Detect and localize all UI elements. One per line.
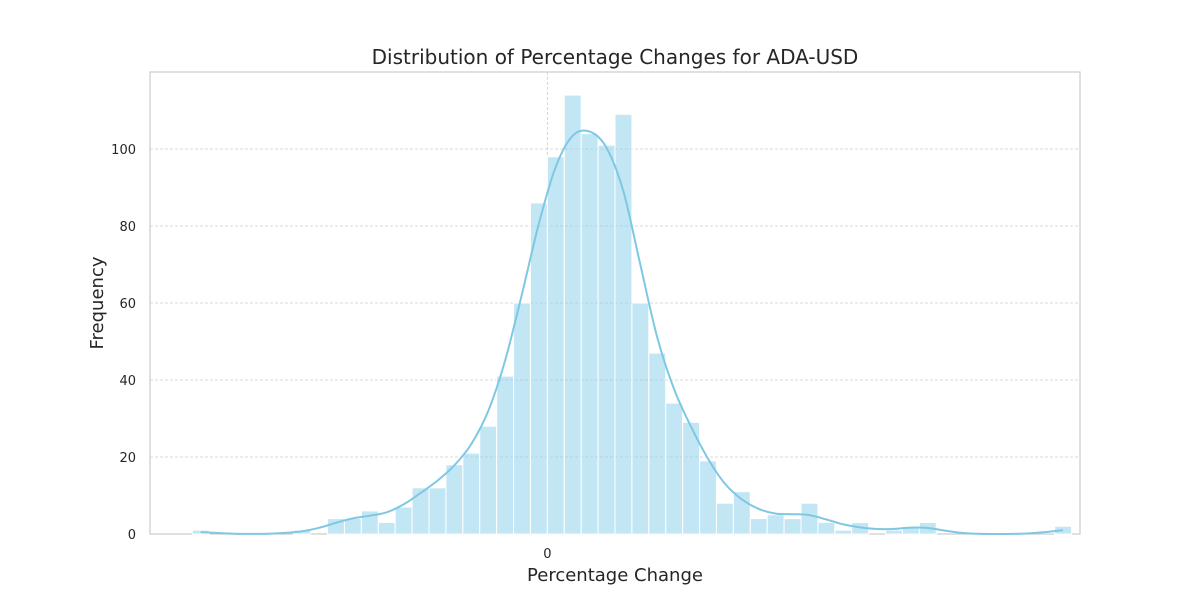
- histogram-bar: [766, 514, 785, 535]
- histogram-bar: [834, 529, 853, 535]
- histogram-bar: [563, 94, 582, 535]
- histogram-bar: [377, 521, 396, 535]
- x-axis-label: Percentage Change: [527, 565, 703, 586]
- histogram-bar: [614, 113, 633, 535]
- x-tick-label: 0: [543, 547, 551, 562]
- histogram-bar: [546, 156, 565, 535]
- y-axis-ticks: 0 20 40 60 80 100: [111, 143, 136, 543]
- histogram-bar: [343, 518, 362, 535]
- y-tick-label: 20: [119, 451, 136, 466]
- histogram-bar: [597, 144, 616, 535]
- histogram-bars: [191, 94, 1073, 535]
- histogram-bar: [580, 133, 599, 535]
- histogram-bar: [648, 352, 667, 535]
- histogram-bar: [428, 487, 447, 535]
- histogram-bar: [749, 518, 768, 535]
- y-tick-label: 100: [111, 143, 136, 158]
- y-axis-label: Frequency: [87, 256, 108, 349]
- histogram-bar: [885, 529, 903, 535]
- histogram-bar: [394, 506, 413, 535]
- histogram-bar: [496, 375, 515, 535]
- histogram-bar: [445, 464, 464, 535]
- x-axis-ticks: 0: [543, 547, 551, 562]
- y-tick-label: 80: [119, 220, 136, 235]
- histogram-bar: [800, 502, 819, 535]
- histogram-bar: [783, 518, 802, 535]
- histogram-bar: [817, 521, 836, 535]
- histogram-bar: [732, 491, 751, 535]
- histogram-bar: [479, 425, 498, 535]
- y-tick-label: 60: [119, 297, 136, 312]
- kde-curve: [200, 129, 1064, 535]
- histogram-bar: [631, 302, 650, 535]
- y-tick-label: 0: [128, 528, 136, 543]
- histogram-bar: [529, 202, 548, 535]
- y-tick-label: 40: [119, 374, 136, 389]
- histogram-bar: [699, 460, 717, 535]
- histogram-bar: [411, 487, 430, 535]
- histogram-bar: [513, 302, 531, 535]
- histogram-bar: [715, 502, 734, 535]
- chart-title: Distribution of Percentage Changes for A…: [372, 45, 859, 69]
- histogram-bar: [462, 452, 481, 535]
- histogram-bar: [665, 402, 684, 535]
